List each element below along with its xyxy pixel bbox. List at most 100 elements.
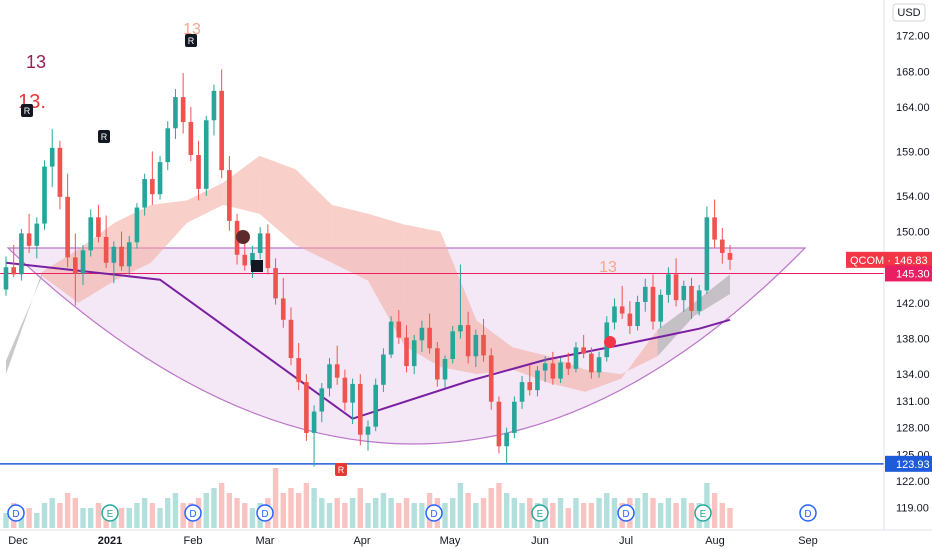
candle: [481, 318, 486, 362]
volume-bar: [149, 503, 156, 528]
volume-bar: [334, 498, 340, 528]
candle-body: [650, 286, 656, 322]
volume-bar: [49, 498, 55, 528]
candle-body: [642, 286, 648, 302]
event-marker-letter: E: [537, 509, 544, 520]
candle-body: [589, 353, 594, 373]
volume-bar: [480, 498, 487, 528]
y-tick-label: 150.00: [896, 227, 930, 239]
candle: [519, 375, 525, 409]
volume-bar: [450, 498, 456, 528]
cloud-segment: [693, 274, 730, 317]
candle: [157, 155, 163, 200]
candle: [342, 369, 348, 411]
event-marker-circle: [531, 504, 549, 522]
x-tick-label: Feb: [184, 535, 203, 547]
x-tick-label: Jul: [619, 535, 633, 547]
event-marker-letter: E: [107, 509, 114, 520]
candle: [57, 140, 63, 210]
rating-badge-text: R: [24, 106, 31, 116]
rating-badge-text: R: [101, 132, 108, 142]
candle-body: [535, 370, 540, 391]
currency-button[interactable]: USD: [892, 3, 926, 22]
candle-body: [666, 274, 671, 295]
candle: [280, 277, 286, 328]
volume-bar: [295, 493, 302, 528]
volume-bar: [403, 498, 410, 528]
candle: [304, 374, 309, 441]
candle-body: [373, 384, 379, 427]
candle-body: [612, 306, 617, 323]
candle-body: [658, 294, 663, 322]
time-axis[interactable]: Dec 2021 Feb Mar Apr May Jun Jul Aug Sep: [0, 529, 932, 550]
cloud-segment: [150, 200, 187, 263]
volume-bar: [280, 493, 286, 528]
candle: [180, 73, 186, 134]
candle: [612, 298, 617, 330]
candle: [111, 241, 117, 284]
candle: [650, 274, 656, 330]
cloud-segment: [223, 155, 260, 214]
candle: [196, 140, 201, 201]
candle-body: [334, 364, 340, 378]
candle-body: [134, 207, 140, 243]
volume-bar: [634, 498, 641, 528]
volume-bar: [64, 493, 71, 528]
candle-body: [512, 401, 517, 433]
candle-body: [342, 377, 348, 403]
candle: [673, 258, 679, 307]
volume-bar: [727, 508, 733, 528]
volume-bar: [457, 483, 464, 528]
x-tick-label: Dec: [8, 535, 28, 547]
cloud-layer: [6, 155, 730, 392]
candle: [427, 313, 432, 354]
candle-body: [96, 217, 101, 237]
candle-body: [180, 97, 186, 123]
candle: [165, 121, 171, 171]
volume-bar: [503, 493, 510, 528]
candle-body: [627, 313, 633, 327]
candle: [334, 345, 340, 385]
volume-bar: [57, 503, 63, 528]
cloud-segment: [512, 347, 549, 384]
candle-body: [481, 334, 486, 356]
candle-body: [450, 331, 456, 359]
candle-body: [211, 90, 217, 121]
candle-body: [173, 97, 178, 129]
volume-bar: [519, 503, 525, 528]
candle-body: [219, 90, 224, 171]
volume-bar: [365, 503, 371, 528]
event-marker: D: [184, 504, 202, 522]
candle: [288, 307, 294, 366]
candle: [381, 348, 386, 392]
cloud-segment: [621, 329, 658, 379]
volume-bar: [172, 493, 179, 528]
candle: [319, 383, 325, 423]
candle-body: [196, 154, 201, 189]
volume-bar: [388, 498, 394, 528]
volume-bar: [41, 503, 48, 528]
y-tick-label: 122.00: [896, 476, 930, 488]
volume-bar: [226, 493, 233, 528]
rating-badge: R: [21, 104, 33, 117]
candle: [573, 342, 579, 373]
candle-body: [465, 325, 471, 357]
volume-bar: [288, 488, 294, 528]
cloud-segment: [368, 213, 405, 346]
cloud-segment: [6, 271, 43, 375]
candle: [727, 244, 733, 270]
candle-body: [73, 257, 78, 274]
event-marker-letter: D: [12, 509, 19, 520]
event-marker: D: [7, 504, 25, 522]
candle: [211, 84, 217, 136]
volume-bar: [711, 493, 718, 528]
level-tag-label: 123.93: [896, 459, 930, 471]
candle-body: [488, 355, 494, 402]
rating-badge-box: [21, 104, 33, 117]
candle-body: [142, 179, 147, 208]
y-tick-label: 119.00: [896, 503, 929, 515]
volume-bar: [688, 503, 695, 528]
candle-body: [396, 321, 402, 338]
cloud-segment: [295, 169, 332, 263]
